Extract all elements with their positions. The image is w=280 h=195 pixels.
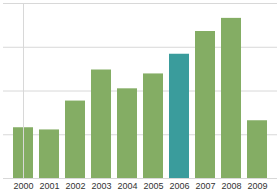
svg-text:2002: 2002 xyxy=(65,181,85,191)
svg-text:2004: 2004 xyxy=(117,181,137,191)
svg-text:2009: 2009 xyxy=(247,181,267,191)
svg-text:2005: 2005 xyxy=(143,181,163,191)
svg-text:2003: 2003 xyxy=(91,181,111,191)
svg-text:2007: 2007 xyxy=(195,181,215,191)
svg-text:2006: 2006 xyxy=(169,181,189,191)
svg-text:2008: 2008 xyxy=(221,181,241,191)
svg-text:2000: 2000 xyxy=(13,181,33,191)
svg-text:2001: 2001 xyxy=(39,181,59,191)
